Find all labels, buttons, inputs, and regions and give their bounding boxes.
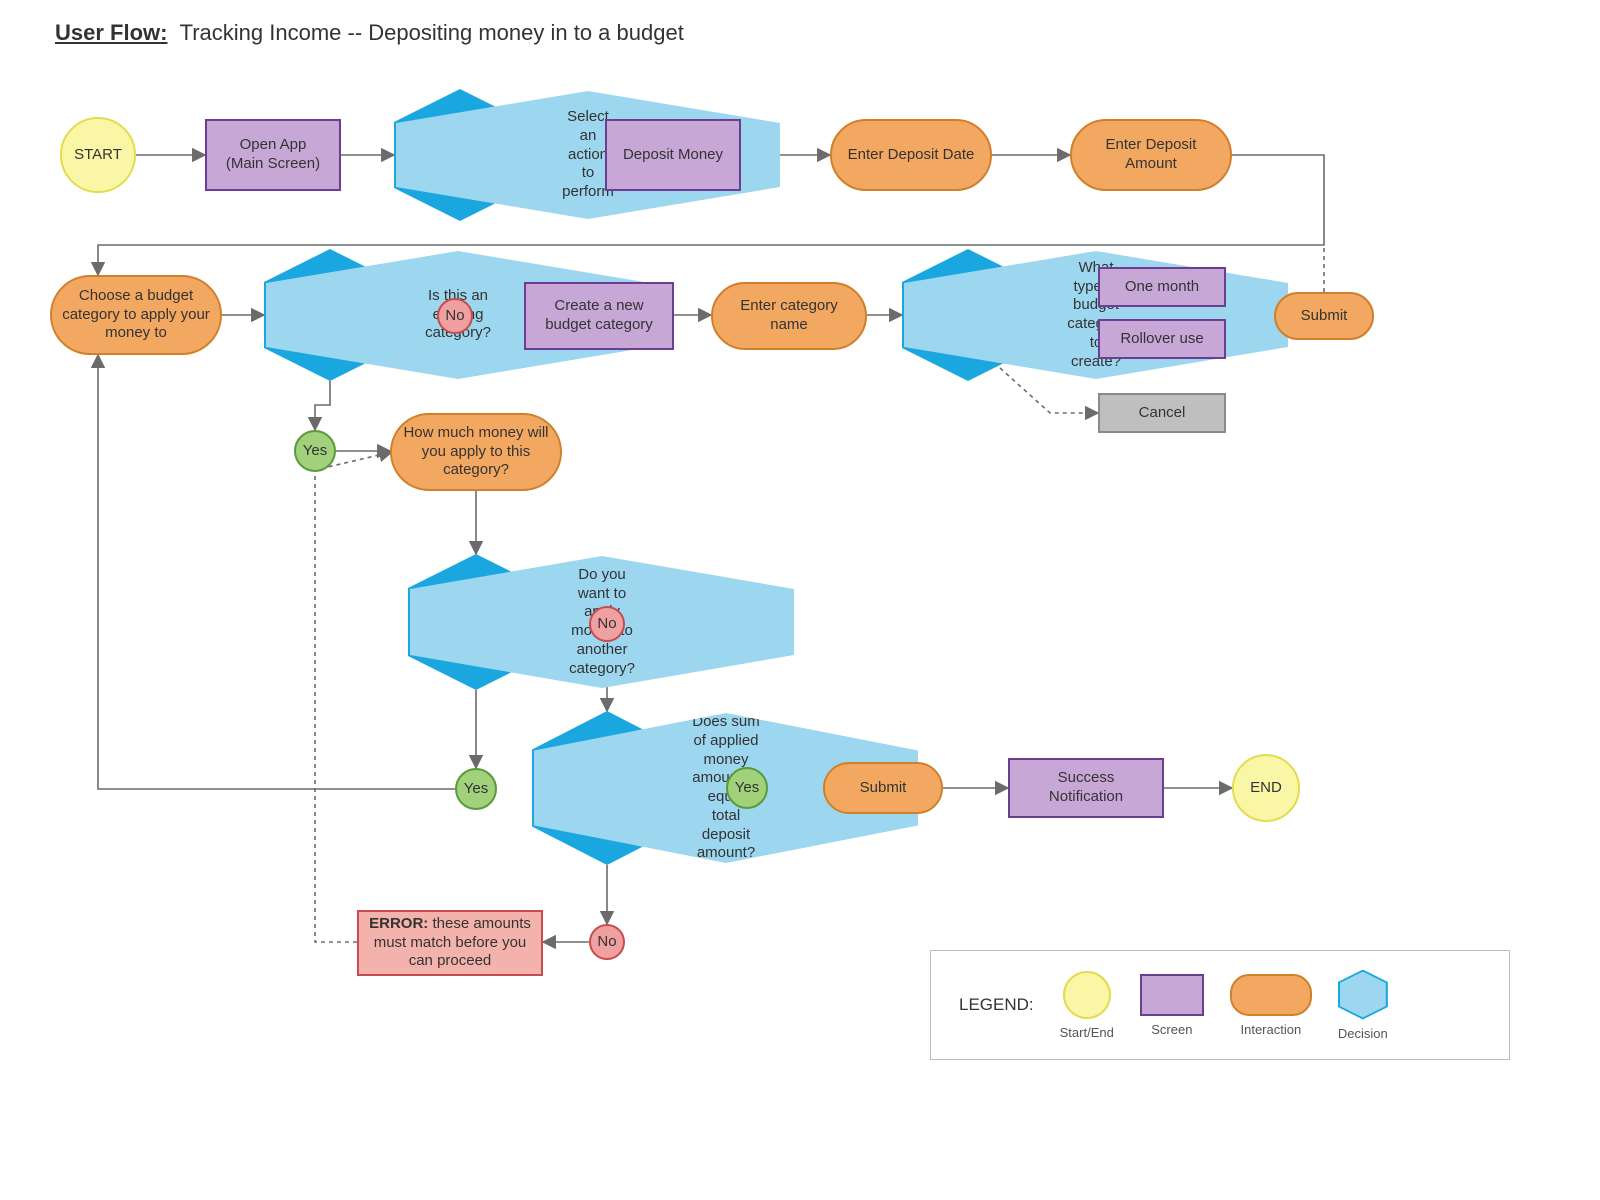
flow-node-create: Create a new budget category xyxy=(524,282,674,350)
flow-node-onem: One month xyxy=(1098,267,1226,307)
legend-shape-decision xyxy=(1338,970,1388,1020)
flow-node-submit1: Submit xyxy=(1274,292,1374,340)
flow-node-no2: No xyxy=(589,606,625,642)
flow-node-error: ERROR: these amounts must match before y… xyxy=(357,910,543,976)
flow-node-no3: No xyxy=(589,924,625,960)
flow-node-catname: Enter category name xyxy=(711,282,867,350)
legend-shape-screen xyxy=(1140,974,1204,1016)
flow-node-howmuch: How much money will you apply to this ca… xyxy=(390,413,562,491)
legend-item-screen: Screen xyxy=(1140,974,1204,1037)
legend-item-start_end: Start/End xyxy=(1060,971,1114,1040)
flow-node-yes1: Yes xyxy=(294,430,336,472)
flow-edge-e23 xyxy=(98,355,455,789)
flow-node-success: Success Notification xyxy=(1008,758,1164,818)
diagram-title: User Flow: Tracking Income -- Depositing… xyxy=(55,20,684,46)
legend-label-screen: Screen xyxy=(1151,1022,1192,1037)
legend-title: LEGEND: xyxy=(959,995,1034,1015)
flow-node-depmon: Deposit Money xyxy=(605,119,741,191)
title-text: Tracking Income -- Depositing money in t… xyxy=(180,20,684,45)
flow-node-submit2: Submit xyxy=(823,762,943,814)
legend-item-decision: Decision xyxy=(1338,970,1388,1041)
flow-node-cancel: Cancel xyxy=(1098,393,1226,433)
flow-node-roll: Rollover use xyxy=(1098,319,1226,359)
legend-label-decision: Decision xyxy=(1338,1026,1388,1041)
flow-node-date: Enter Deposit Date xyxy=(830,119,992,191)
flow-node-amount: Enter Deposit Amount xyxy=(1070,119,1232,191)
legend-label-interaction: Interaction xyxy=(1240,1022,1301,1037)
flow-edge-e30 xyxy=(315,452,392,942)
legend-item-interaction: Interaction xyxy=(1230,974,1312,1037)
legend-box: LEGEND: Start/End Screen Interaction Decisi… xyxy=(930,950,1510,1060)
legend-shape-interaction xyxy=(1230,974,1312,1016)
flow-node-no1: No xyxy=(437,298,473,334)
flow-edge-e17 xyxy=(315,381,330,430)
legend-label-start_end: Start/End xyxy=(1060,1025,1114,1040)
flow-node-yes2: Yes xyxy=(455,768,497,810)
legend-shape-start_end xyxy=(1063,971,1111,1019)
flow-node-yes3: Yes xyxy=(726,767,768,809)
flow-node-end: END xyxy=(1232,754,1300,822)
flow-node-choose: Choose a budget category to apply your m… xyxy=(50,275,222,355)
error-prefix: ERROR: xyxy=(369,915,432,932)
title-label: User Flow: xyxy=(55,20,167,45)
flow-node-open: Open App(Main Screen) xyxy=(205,119,341,191)
flow-node-start: START xyxy=(60,117,136,193)
